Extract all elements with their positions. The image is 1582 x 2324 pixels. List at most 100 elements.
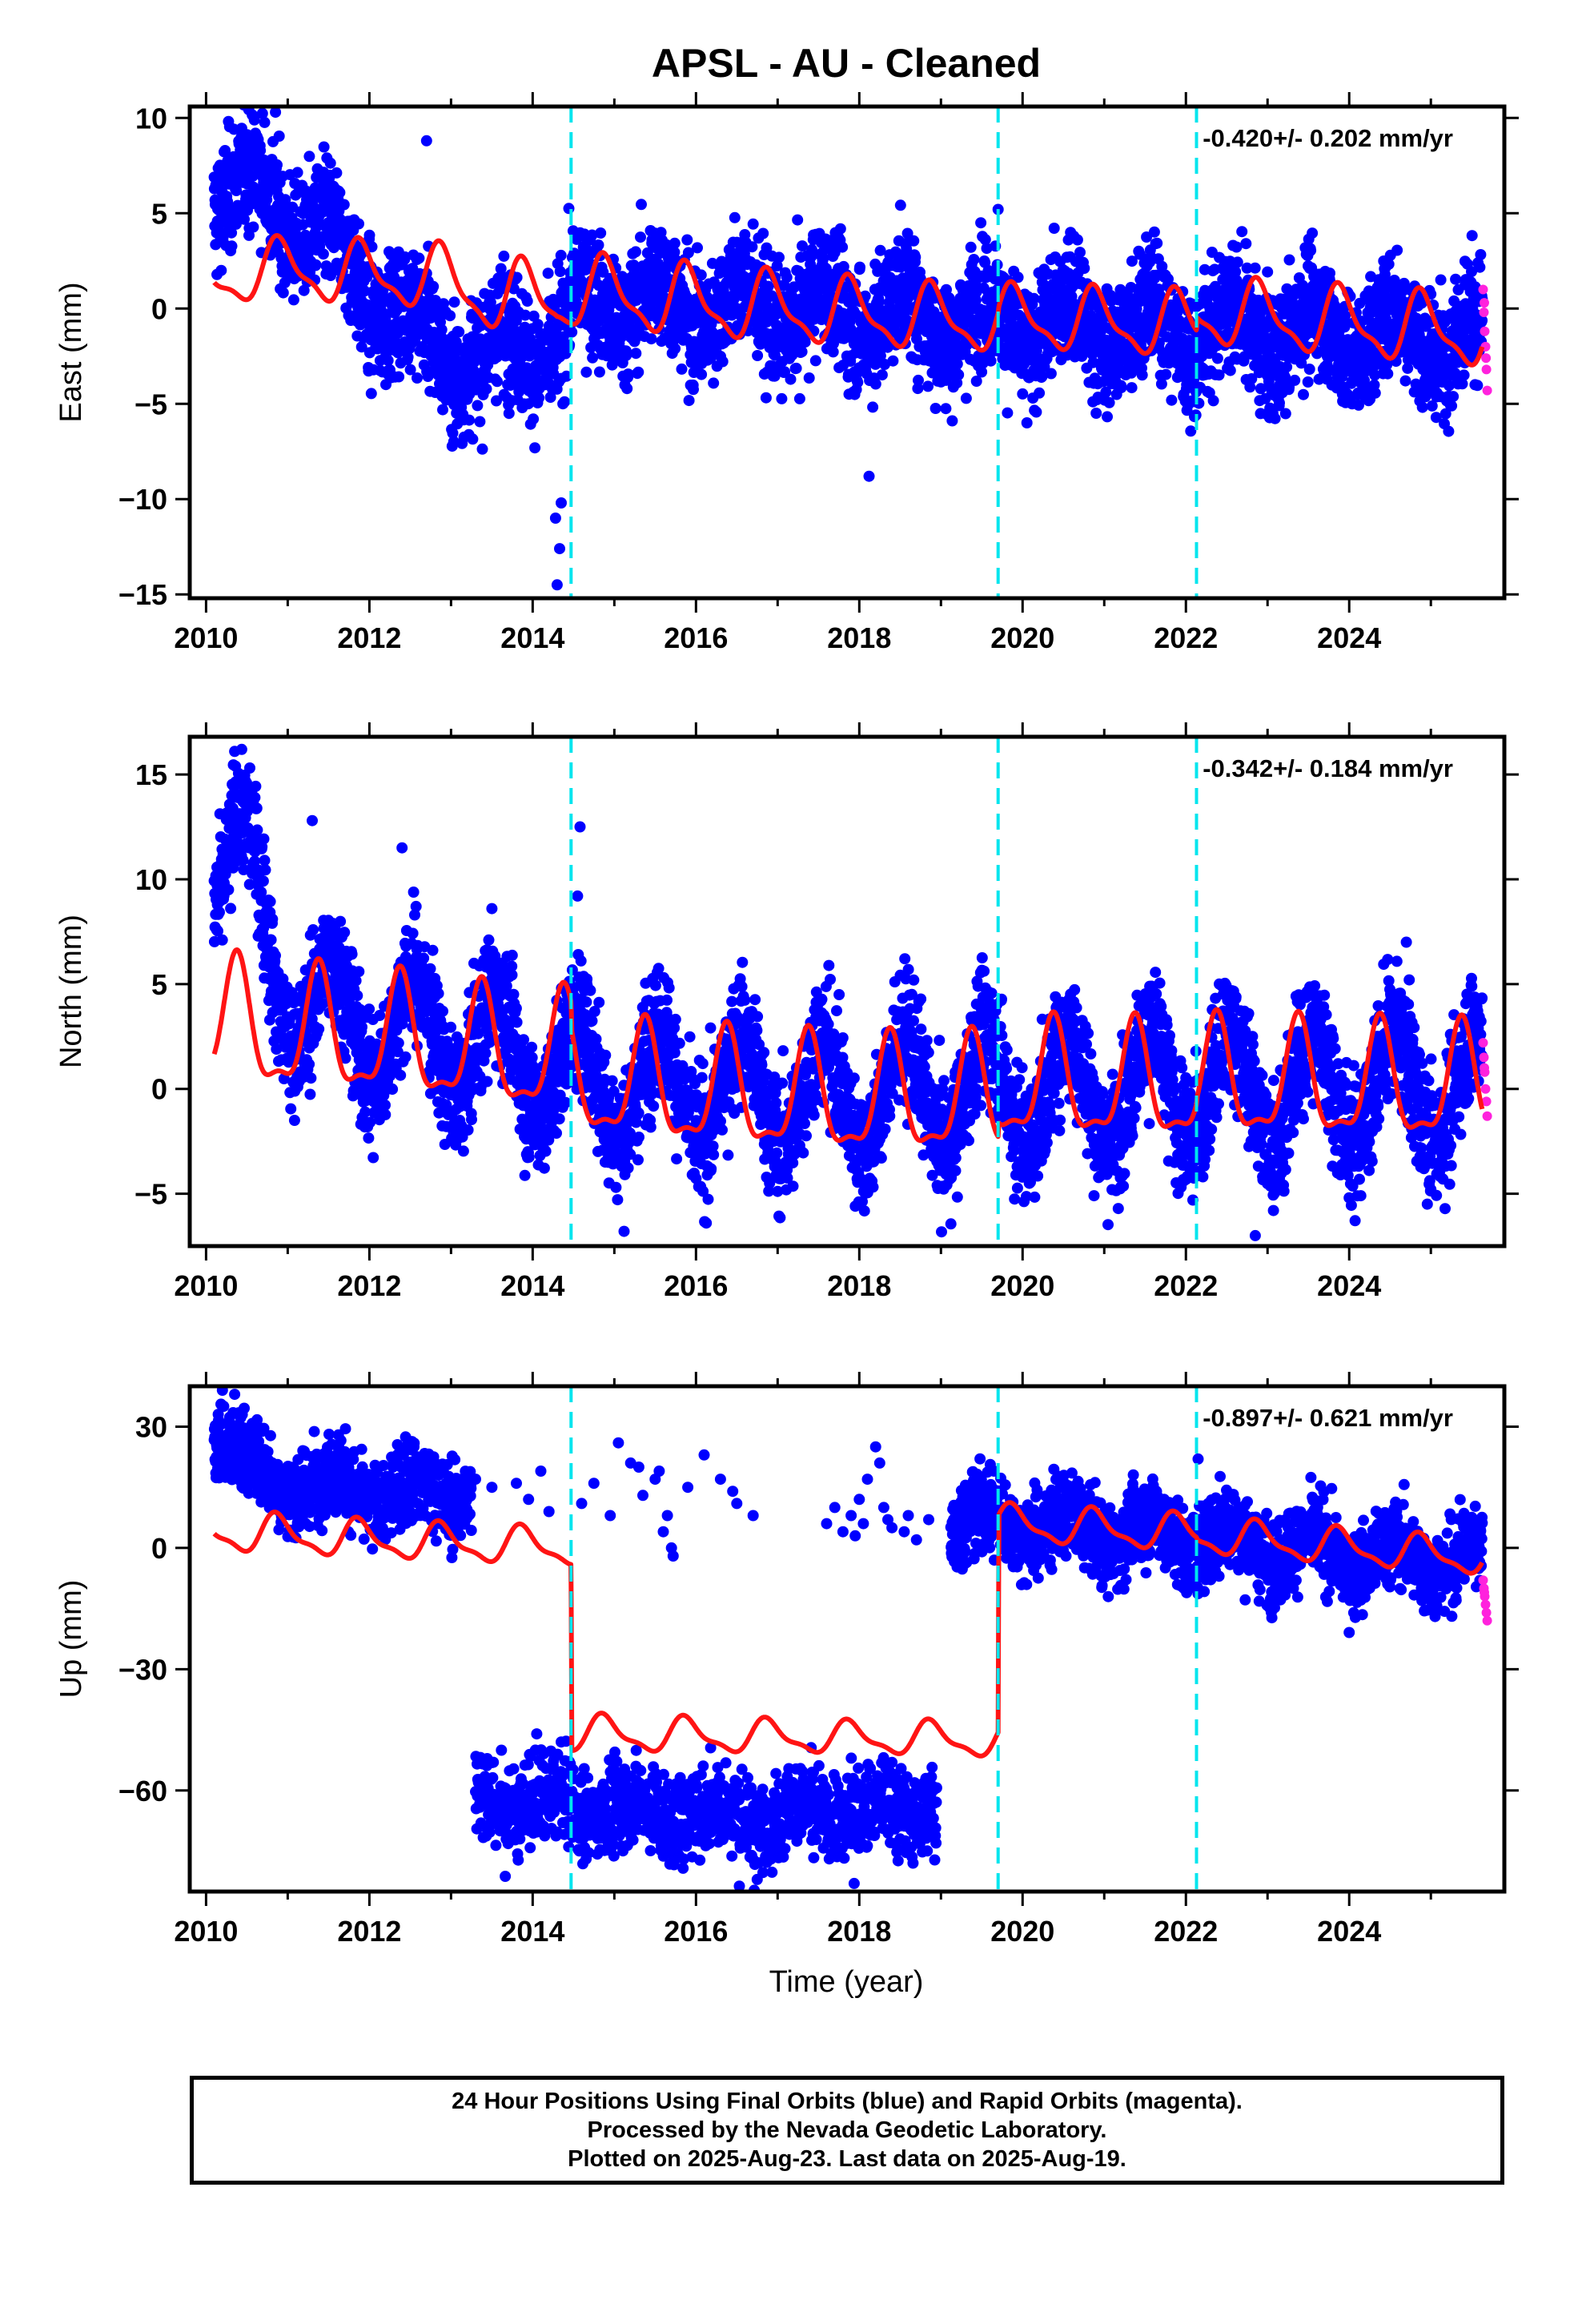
y-tick-label: −5 [135, 388, 167, 420]
data-point [532, 319, 544, 331]
outlier-point [554, 543, 565, 555]
rapid-point [1480, 298, 1489, 308]
x-tick-label: 2014 [500, 621, 564, 654]
data-point [564, 339, 576, 351]
data-point [793, 392, 805, 404]
data-point [256, 107, 268, 119]
data-point [271, 159, 283, 171]
data-point [1236, 226, 1248, 238]
data-point [1030, 406, 1042, 418]
data-point [1269, 412, 1281, 424]
data-point [785, 373, 797, 385]
data-point [717, 356, 729, 368]
outlier-point [863, 470, 875, 482]
data-point [563, 203, 575, 215]
data-point [792, 214, 804, 226]
data-point [1391, 244, 1403, 256]
data-point [382, 355, 394, 367]
data-point [960, 392, 972, 404]
data-point [786, 349, 798, 361]
data-point [247, 221, 259, 233]
data-point [1303, 364, 1315, 375]
data-point [1115, 382, 1127, 393]
data-point [985, 355, 997, 367]
data-point [231, 185, 243, 196]
data-point [760, 392, 772, 404]
data-point [797, 240, 808, 252]
data-point [894, 199, 906, 211]
data-point [520, 309, 531, 321]
rapid-point [1478, 284, 1488, 295]
data-point [249, 791, 261, 803]
data-point [752, 350, 764, 361]
data-point [250, 780, 262, 792]
data-point [946, 415, 958, 427]
x-tick-label: 2024 [1317, 621, 1381, 654]
data-point [359, 285, 371, 297]
data-point [444, 310, 456, 322]
data-point [592, 239, 604, 251]
data-point [1045, 368, 1057, 380]
data-point [869, 378, 881, 390]
x-tick-label: 2020 [990, 621, 1054, 654]
data-point [1416, 401, 1428, 413]
data-point [251, 802, 263, 814]
data-point [511, 271, 523, 283]
data-point [1224, 364, 1236, 376]
data-point [259, 864, 271, 876]
data-point [310, 259, 322, 271]
data-point [595, 227, 607, 239]
data-point [219, 145, 231, 156]
data-point [1447, 391, 1460, 403]
data-point [1148, 226, 1160, 238]
data-point [708, 377, 720, 389]
data-point [324, 157, 336, 169]
data-point [215, 264, 227, 276]
data-point [291, 167, 303, 179]
data-point [491, 395, 502, 407]
data-point [630, 246, 641, 258]
data-point [436, 324, 448, 336]
data-point [241, 129, 253, 141]
data-point [867, 401, 879, 413]
data-point [746, 241, 758, 253]
data-point [681, 234, 693, 246]
x-tick-label: 2022 [1154, 621, 1218, 654]
data-point [453, 326, 465, 338]
data-point [968, 254, 980, 265]
data-point [773, 251, 785, 263]
data-point [975, 217, 987, 229]
data-point [1249, 262, 1261, 274]
data-point [827, 346, 839, 358]
data-point [761, 242, 773, 254]
y-tick-label: 0 [151, 292, 167, 325]
data-point [636, 199, 647, 211]
data-point [854, 261, 865, 273]
data-point [258, 833, 270, 845]
data-point [239, 84, 251, 95]
data-point [328, 242, 339, 254]
data-point [909, 251, 921, 263]
data-point [472, 400, 484, 412]
data-point [632, 366, 644, 378]
data-point [1399, 375, 1411, 387]
data-point [529, 442, 541, 454]
data-point [503, 408, 515, 420]
data-point [696, 368, 708, 380]
data-point [1307, 227, 1319, 239]
data-point [1102, 411, 1113, 423]
data-point [874, 350, 886, 362]
data-point [682, 247, 694, 259]
data-point [852, 376, 864, 388]
data-point [244, 762, 255, 774]
data-point [447, 427, 459, 439]
data-point [1185, 425, 1197, 437]
data-point [318, 141, 330, 153]
data-point [259, 116, 271, 128]
plot-area [208, 737, 1492, 1246]
data-point [331, 167, 343, 179]
data-point [776, 392, 788, 404]
data-point [1369, 387, 1381, 399]
data-point [940, 403, 952, 415]
